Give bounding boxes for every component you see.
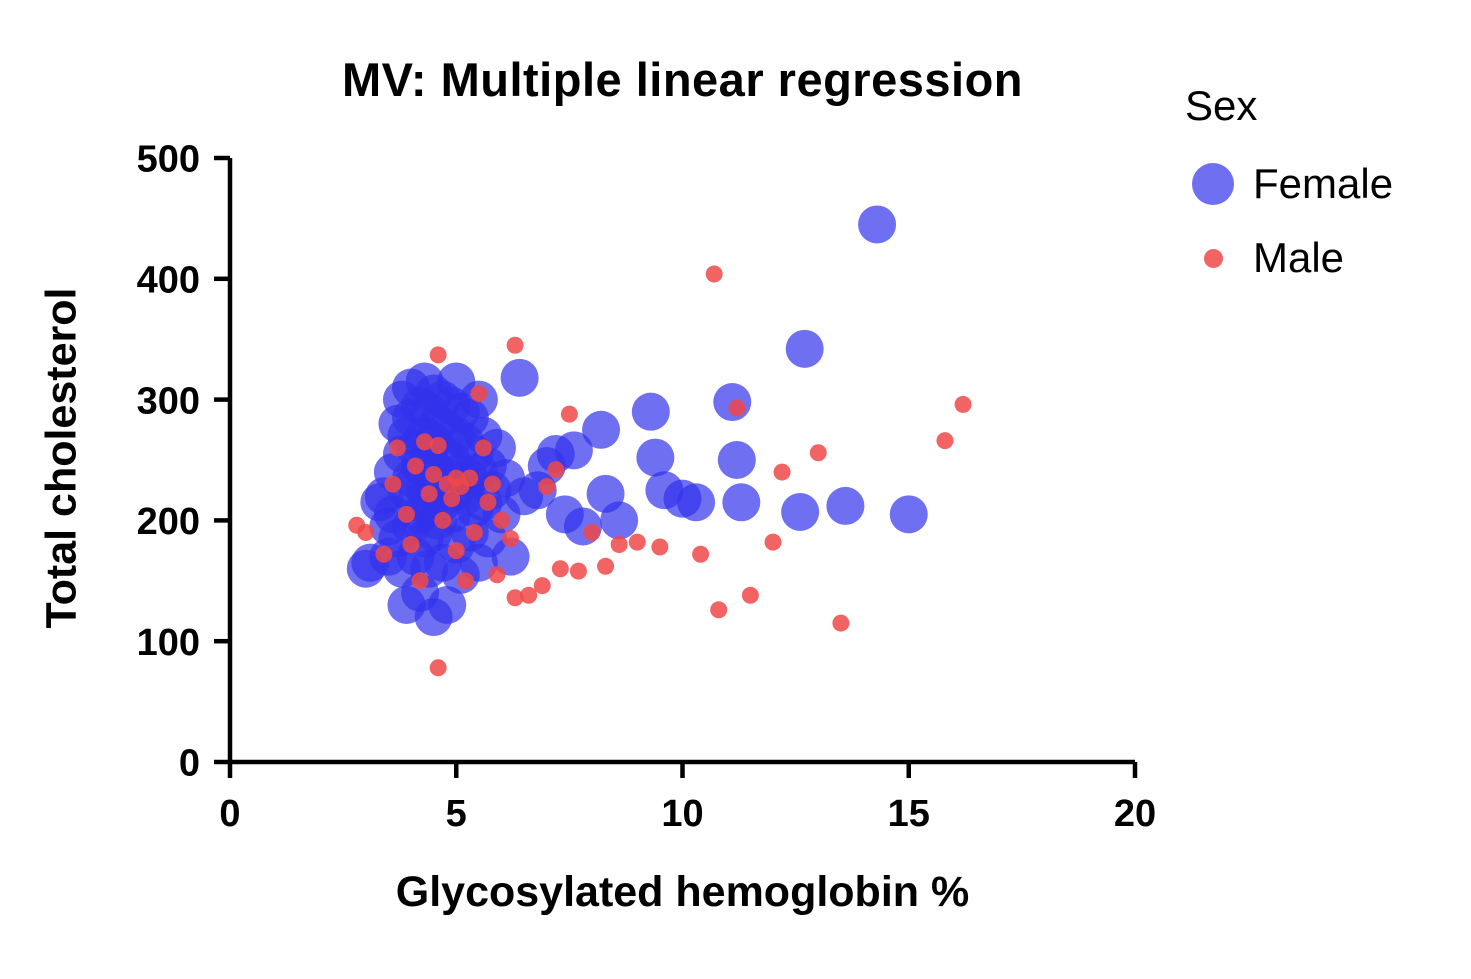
- data-point-male: [429, 659, 447, 677]
- data-point-female: [858, 205, 897, 244]
- data-point-male: [384, 475, 402, 493]
- y-tick-label: 100: [137, 622, 200, 664]
- data-point-female: [500, 358, 539, 397]
- legend-label-male: Male: [1253, 234, 1345, 281]
- data-point-male: [569, 562, 587, 580]
- data-point-male: [447, 542, 465, 560]
- data-point-male: [416, 433, 434, 451]
- data-point-male: [388, 439, 406, 457]
- data-point-male: [506, 336, 524, 354]
- data-point-male: [479, 493, 497, 511]
- data-point-female: [889, 495, 928, 534]
- data-point-male: [651, 538, 669, 556]
- male-legend-marker-icon: [1203, 248, 1223, 268]
- legend-label-female: Female: [1253, 160, 1394, 207]
- y-tick-label: 500: [137, 139, 200, 181]
- legend-entry-female: Female: [1191, 160, 1393, 208]
- data-point-female: [722, 483, 761, 522]
- x-tick-label: 15: [888, 793, 930, 835]
- data-point-female: [677, 483, 716, 522]
- data-point-male: [628, 533, 646, 551]
- legend: Sex Female Male: [1185, 82, 1393, 282]
- data-point-male: [832, 614, 850, 632]
- data-point-male: [809, 444, 827, 462]
- data-point-male: [741, 586, 759, 604]
- data-point-male: [936, 432, 954, 450]
- data-point-male: [547, 461, 565, 479]
- data-point-male: [429, 437, 447, 455]
- data-point-male: [465, 523, 483, 541]
- data-point-female: [477, 428, 516, 467]
- data-point-male: [429, 346, 447, 364]
- data-point-male: [434, 511, 452, 529]
- data-point-female: [491, 537, 530, 576]
- data-point-male: [456, 572, 474, 590]
- data-point-male: [493, 511, 510, 529]
- x-axis-label: Glycosylated hemoglobin %: [395, 868, 970, 916]
- data-point-male: [710, 601, 728, 619]
- data-point-male: [502, 530, 520, 548]
- data-point-male: [425, 465, 443, 483]
- chart-title: MV: Multiple linear regression: [342, 53, 1023, 106]
- data-point-male: [375, 545, 393, 563]
- data-point-male: [954, 395, 972, 413]
- y-tick-label: 300: [137, 380, 200, 422]
- legend-title: Sex: [1185, 82, 1258, 129]
- data-point-male: [461, 469, 479, 487]
- data-point-male: [411, 572, 429, 590]
- x-tick-label: 0: [219, 793, 240, 835]
- data-point-male: [420, 485, 438, 503]
- data-point-male: [705, 265, 723, 283]
- data-point-male: [407, 457, 425, 475]
- data-point-male: [443, 490, 461, 508]
- y-tick-label: 200: [137, 501, 200, 543]
- data-point-male: [533, 577, 551, 595]
- x-tick-label: 5: [446, 793, 467, 835]
- data-point-male: [728, 399, 746, 417]
- data-point-male: [470, 385, 488, 403]
- x-tick-label: 20: [1114, 793, 1156, 835]
- data-point-female: [717, 441, 756, 479]
- data-point-male: [402, 536, 420, 554]
- data-point-female: [636, 438, 675, 477]
- data-point-male: [610, 536, 628, 554]
- y-axis-label: Total cholesterol: [37, 287, 86, 629]
- data-point-male: [506, 589, 524, 607]
- data-point-female: [781, 492, 820, 531]
- data-point-male: [357, 523, 375, 541]
- data-point-male: [551, 560, 569, 578]
- legend-entry-male: Male: [1191, 234, 1393, 282]
- data-point-male: [560, 405, 578, 423]
- data-point-male: [773, 463, 791, 481]
- data-point-male: [583, 523, 601, 541]
- data-point-female: [554, 431, 593, 470]
- data-point-female: [826, 486, 865, 525]
- data-point-female: [631, 392, 670, 431]
- data-point-female: [600, 501, 639, 540]
- data-point-male: [764, 533, 782, 551]
- y-tick-label: 0: [179, 743, 200, 785]
- y-tick-label: 400: [137, 259, 200, 301]
- data-point-male: [520, 586, 538, 604]
- data-point-female: [582, 410, 621, 449]
- data-point-female: [428, 585, 467, 624]
- data-point-male: [488, 566, 506, 584]
- data-point-male: [474, 439, 492, 457]
- female-legend-marker-icon: [1192, 163, 1234, 205]
- data-point-male: [397, 505, 415, 523]
- data-point-male: [597, 557, 615, 575]
- data-point-male: [692, 545, 710, 563]
- x-tick-label: 10: [661, 793, 703, 835]
- data-point-female: [785, 329, 824, 368]
- data-point-male: [483, 475, 501, 493]
- data-point-male: [538, 478, 556, 496]
